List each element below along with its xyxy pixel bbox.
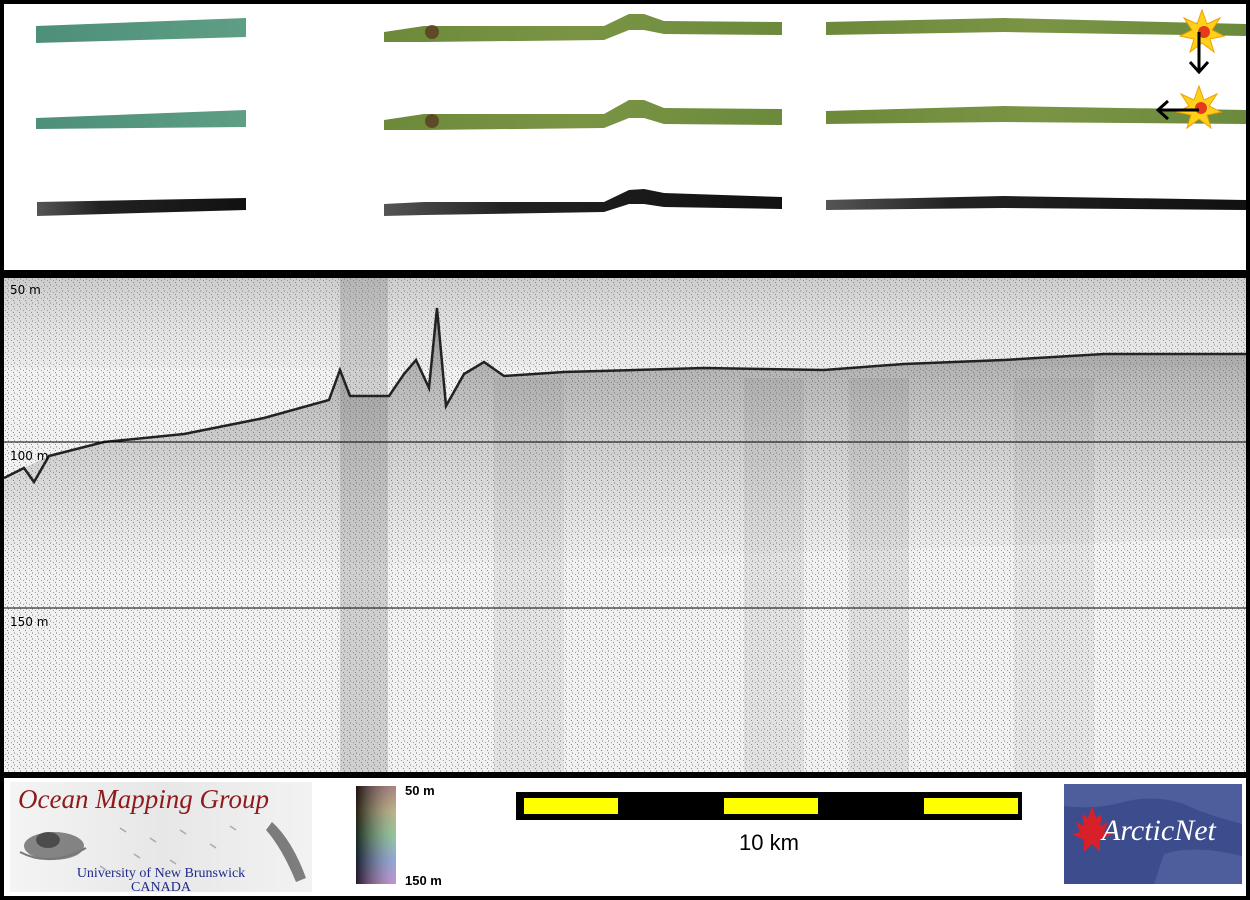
strip-row-3: [37, 189, 1246, 216]
depth-label-50m: 50 m: [10, 283, 41, 297]
depth-label-100m: 100 m: [10, 449, 49, 463]
omg-logo-artwork: [19, 822, 306, 882]
depth-label-150m: 150 m: [10, 615, 49, 629]
ocean-mapping-group-logo: Ocean Mapping Group University of New Br…: [10, 782, 312, 892]
arrow-left-icon: [1155, 99, 1199, 121]
arcticnet-logo: ArcticNet: [1064, 784, 1242, 884]
strip-segment: [384, 100, 782, 130]
arcticnet-logo-text: ArcticNet: [1102, 814, 1216, 847]
sub-bottom-profile: 50 m 100 m 150 m: [4, 278, 1246, 772]
omg-logo-country: CANADA: [131, 880, 191, 892]
colorbar-bottom-label: 150 m: [405, 873, 442, 888]
maple-leaf-icon: [1072, 806, 1112, 852]
swath-strips-graphic: [36, 8, 1246, 216]
arrow-down-icon: [1188, 32, 1210, 75]
star-burst-icon: [1178, 8, 1226, 54]
scale-bar-label: 10 km: [739, 830, 799, 855]
strip-segment: [826, 18, 1246, 36]
omg-logo-title: Ocean Mapping Group: [18, 784, 269, 814]
colorbar-top-label: 50 m: [405, 783, 435, 798]
strip-segment: [36, 18, 246, 43]
scale-bar-segment: [524, 798, 618, 814]
arcticnet-logo-artwork: [1064, 784, 1242, 884]
scale-bar: [516, 792, 1022, 820]
legend-footer: Ocean Mapping Group University of New Br…: [4, 778, 1246, 896]
swath-strips-panel: [4, 4, 1246, 270]
depth-colorbar: [356, 786, 396, 884]
seabed-line: [4, 307, 1246, 485]
strip-row-2: [36, 100, 1246, 130]
omg-logo-university: University of New Brunswick: [76, 866, 246, 881]
scale-bar-segment: [724, 798, 818, 814]
strip-segment: [384, 14, 782, 42]
strip-segment: [37, 198, 246, 216]
scale-bar-segment: [924, 798, 1018, 814]
profile-graphic: [4, 278, 1246, 772]
strip-segment: [36, 110, 246, 129]
strip-segment: [826, 196, 1246, 210]
strip-segment: [384, 189, 782, 216]
strip-row-1: [36, 14, 1246, 43]
strip-segment: [826, 106, 1246, 124]
